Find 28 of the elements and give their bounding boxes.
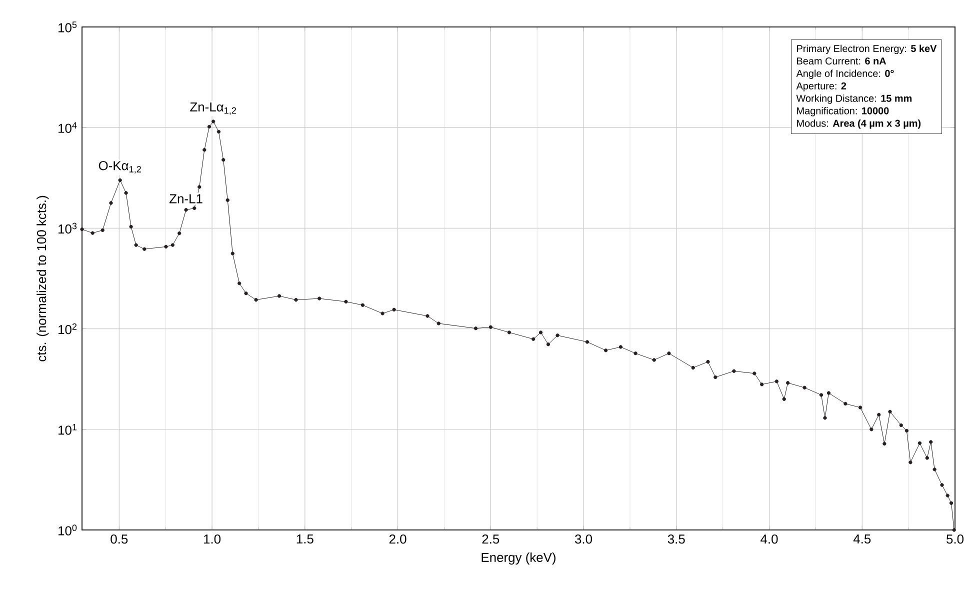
- y-tick-label: 10$^{2}$: [58, 323, 77, 334]
- annotation: Working Distance: 15 mm: [796, 94, 912, 104]
- y-tick-label: 10$^{1}$: [58, 424, 77, 435]
- y-tick-label: 10$^{3}$: [58, 222, 77, 234]
- x-tick-label: 2.5: [482, 534, 500, 544]
- annotation: Zn-Lα$_{1,2}$: [190, 102, 236, 115]
- annotation: Angle of Incidence: 0°: [796, 70, 894, 79]
- x-tick-label: 4.0: [760, 534, 778, 544]
- x-axis-title: Energy (keV): [482, 552, 556, 565]
- y-tick-label: 10$^{4}$: [58, 122, 77, 133]
- x-tick-label: 2.0: [389, 534, 406, 544]
- annotation: Modus: Area (4 µm x 3 µm): [797, 119, 921, 129]
- x-tick-label: 5.0: [946, 534, 964, 544]
- x-tick-label: 4.5: [853, 534, 871, 544]
- annotation: Aperture: 2: [796, 82, 846, 92]
- y-axis-title: cts. (normalized to 100 kcts.): [36, 196, 49, 362]
- annotation: Beam Current: 6 nA: [797, 57, 886, 65]
- annotation: Primary Electron Energy: 5 keV: [797, 44, 937, 54]
- x-tick-label: 3.5: [668, 534, 685, 544]
- x-tick-label: 1.5: [296, 534, 314, 544]
- y-tick-label: 10$^{5}$: [58, 22, 77, 32]
- x-tick-label: 3.0: [575, 534, 592, 544]
- x-tick-label: 1.0: [204, 534, 221, 544]
- x-tick-label: 0.5: [110, 534, 128, 544]
- annotation: Zn-L1: [170, 194, 202, 204]
- annotation: O-Kα$_{1,2}$: [98, 161, 141, 174]
- y-tick-label: 10$^{0}$: [58, 524, 77, 536]
- annotation: Magnification: 10000: [797, 107, 889, 116]
